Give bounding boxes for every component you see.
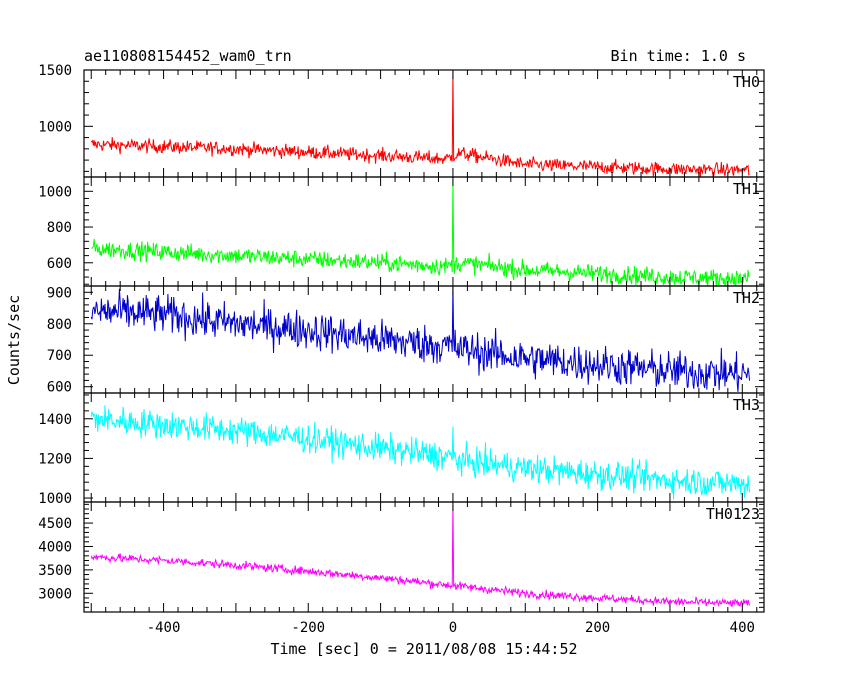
series-line-th3 [90, 405, 751, 500]
y-tick-label: 900 [47, 285, 72, 301]
x-tick-label: 400 [730, 620, 755, 636]
y-tick-label: 1500 [38, 63, 72, 79]
y-tick-label: 800 [47, 317, 72, 333]
y-axis-label: Counts/sec [5, 295, 23, 385]
panel-label-th2: TH2 [733, 289, 760, 307]
x-tick-label: 0 [449, 620, 457, 636]
y-tick-label: 3500 [38, 563, 72, 579]
y-tick-label: 1000 [38, 184, 72, 200]
y-tick-label: 600 [47, 256, 72, 272]
y-tick-label: 600 [47, 380, 72, 396]
y-tick-label: 1000 [38, 119, 72, 135]
series-line-th0 [90, 70, 750, 177]
x-axis-label: Time [sec] 0 = 2011/08/08 15:44:52 [270, 640, 577, 658]
y-tick-label: 4000 [38, 539, 72, 555]
y-tick-label: 3000 [38, 586, 72, 602]
y-tick-label: 1000 [38, 491, 72, 507]
x-tick-label: -400 [147, 620, 181, 636]
panel-frame-th0123 [83, 501, 765, 613]
panel-label-th0123: TH0123 [706, 505, 760, 523]
panel-frame-th0 [83, 69, 765, 178]
series-line-th1 [91, 177, 750, 286]
chart-title: ae110808154452_wam0_trn [84, 47, 292, 65]
panel-label-th1: TH1 [733, 180, 760, 198]
x-tick-label: 200 [585, 620, 610, 636]
series-line-th0123 [90, 502, 751, 607]
y-tick-label: 1200 [38, 451, 72, 467]
x-tick-label: -200 [291, 620, 325, 636]
chart-subtitle: Bin time: 1.0 s [611, 47, 746, 65]
panel-label-th0: TH0 [733, 73, 760, 91]
panel-label-th3: TH3 [733, 396, 760, 414]
series-line-th2 [90, 286, 751, 392]
y-tick-label: 1400 [38, 412, 72, 428]
panels-group: TH0 1000 1500 TH1 600 800 1000 TH2 600 700 800 900 T… [38, 63, 765, 636]
y-tick-label: 700 [47, 348, 72, 364]
y-tick-label: 800 [47, 220, 72, 236]
y-tick-label: 4500 [38, 516, 72, 532]
